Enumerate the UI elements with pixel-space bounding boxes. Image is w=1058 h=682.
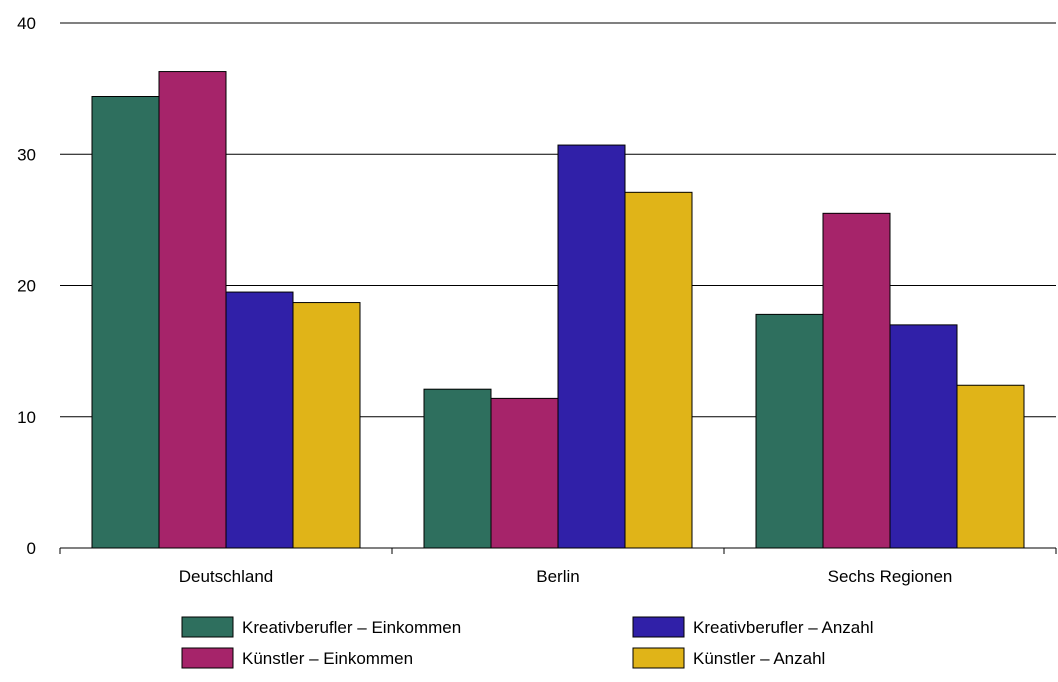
bar bbox=[624, 191, 693, 549]
y-tick-label: 20 bbox=[17, 277, 36, 296]
bar bbox=[158, 71, 227, 549]
bar bbox=[956, 384, 1025, 549]
legend-swatch bbox=[181, 616, 234, 638]
legend-label: Kreativberufler – Anzahl bbox=[693, 618, 874, 637]
x-tick-label: Deutschland bbox=[179, 567, 274, 586]
y-tick-label: 0 bbox=[27, 539, 36, 558]
y-tick-label: 30 bbox=[17, 145, 36, 164]
legend-item: Kreativberufler – Anzahl bbox=[632, 616, 874, 638]
bar bbox=[557, 144, 626, 549]
x-axis bbox=[59, 547, 1057, 554]
legend-item: Künstler – Anzahl bbox=[632, 647, 825, 669]
x-tick-label: Sechs Regionen bbox=[828, 567, 953, 586]
bar bbox=[822, 212, 891, 549]
y-tick-label: 40 bbox=[17, 14, 36, 33]
bar bbox=[91, 96, 160, 549]
legend-swatch bbox=[632, 647, 685, 669]
legend-swatch bbox=[632, 616, 685, 638]
bars bbox=[91, 71, 1025, 549]
bar bbox=[423, 388, 492, 549]
y-tick-label: 10 bbox=[17, 408, 36, 427]
legend-label: Künstler – Einkommen bbox=[242, 649, 413, 668]
x-tick-label: Berlin bbox=[536, 567, 579, 586]
bar bbox=[225, 291, 294, 549]
bar bbox=[755, 313, 824, 549]
legend-item: Künstler – Einkommen bbox=[181, 647, 413, 669]
legend-swatch bbox=[181, 647, 234, 669]
bar bbox=[490, 397, 559, 549]
legend: Kreativberufler – Einkommen Künstler – Ei… bbox=[181, 616, 874, 669]
legend-label: Kreativberufler – Einkommen bbox=[242, 618, 461, 637]
x-axis-tick-labels: Deutschland Berlin Sechs Regionen bbox=[179, 567, 953, 586]
bar bbox=[292, 302, 361, 549]
legend-label: Künstler – Anzahl bbox=[693, 649, 825, 668]
y-axis-tick-labels: 0 10 20 30 40 bbox=[17, 14, 36, 558]
bar bbox=[889, 324, 958, 549]
legend-item: Kreativberufler – Einkommen bbox=[181, 616, 461, 638]
